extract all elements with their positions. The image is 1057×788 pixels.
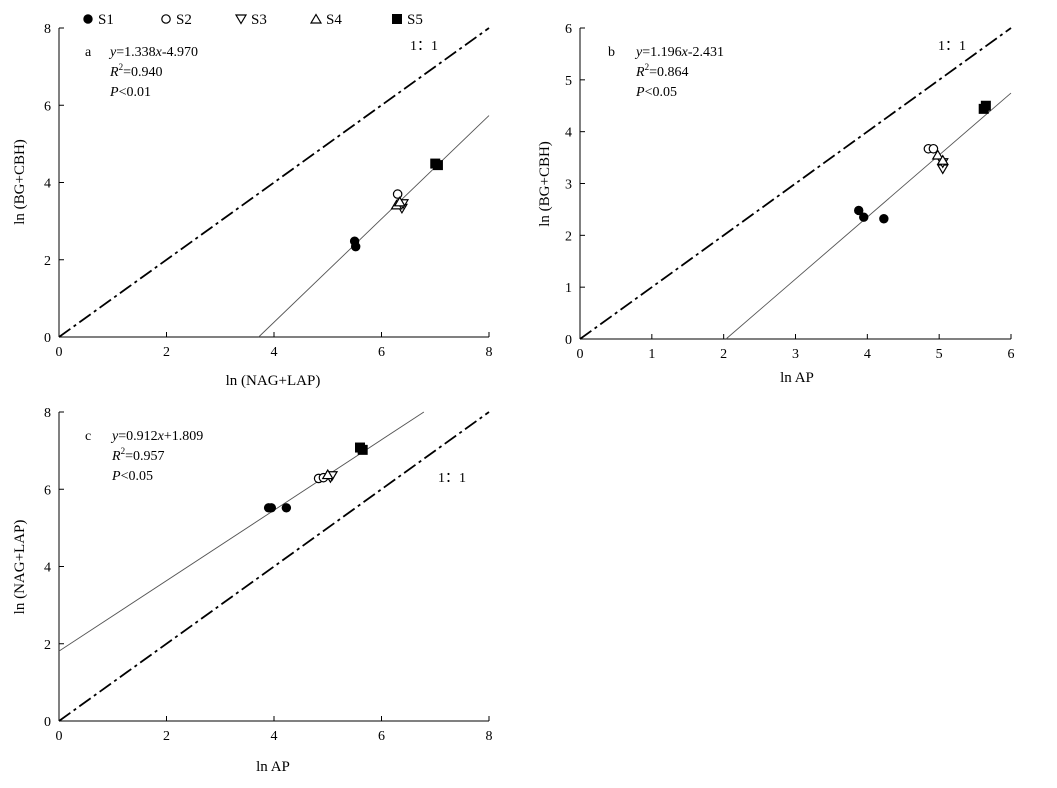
panel-c-y-tick-label: 2	[44, 638, 51, 653]
panel-a-y-tick-label: 2	[44, 254, 51, 269]
panel-b-point-s5	[980, 100, 991, 111]
panel-c-point-s1	[266, 503, 277, 513]
panel-a-y-tick-label: 6	[44, 99, 51, 114]
panel-b-y-tick-label: 2	[565, 229, 572, 244]
panel-b-point-s2	[928, 143, 939, 154]
panel-c-y-tick-label: 4	[44, 561, 51, 576]
panel-b-y-tick-label: 5	[565, 74, 572, 89]
panel-c-x-tick-label: 8	[486, 729, 493, 744]
panel-b-x-tick-label: 3	[792, 347, 799, 362]
legend-label-s5: S5	[407, 12, 423, 28]
legend-label-s3: S3	[251, 12, 267, 28]
legend-marker-s2	[161, 14, 171, 24]
panel-b-r-squared: R2=0.864	[635, 62, 688, 80]
panel-a-one-to-one-line	[58, 27, 490, 338]
chart-panel-c: c y=0.912x+1.809 R2=0.957 P<0.05 1：1 ln …	[12, 406, 493, 775]
panel-b-x-tick-label: 0	[577, 347, 584, 362]
legend-label-s2: S2	[176, 12, 192, 28]
panel-b-one-to-one-line	[579, 27, 1012, 340]
panel-b-p-value: P<0.05	[635, 85, 677, 100]
chart-panel-b: b y=1.196x-2.431 R2=0.864 P<0.05 1：1 ln …	[537, 22, 1015, 386]
panel-c-y-tick-label: 0	[44, 715, 51, 730]
panel-c-point-s1	[281, 503, 292, 513]
panel-c-y-tick-label: 6	[44, 483, 51, 498]
panel-a-y-tick-label: 4	[44, 177, 51, 192]
panel-c-x-tick-label: 4	[271, 729, 278, 744]
legend-marker-s5	[392, 14, 402, 24]
panel-a-y-tick-label: 8	[44, 22, 51, 37]
legend-marker-s4	[309, 13, 323, 24]
panel-c-y-tick-label: 8	[44, 406, 51, 421]
panel-a-letter: a	[85, 45, 92, 60]
panel-b-y-tick-label: 4	[565, 126, 572, 141]
panel-a-point-s4	[393, 196, 406, 207]
panel-a-x-axis-title: ln (NAG+LAP)	[226, 373, 321, 389]
panel-c-point-s5	[357, 444, 368, 455]
panel-b-x-tick-label: 4	[864, 347, 871, 362]
panel-a-point-s5	[432, 160, 443, 171]
panel-a-p-value: P<0.01	[109, 85, 151, 100]
panel-b-point-s1	[859, 212, 869, 222]
panel-c-x-tick-label: 0	[56, 729, 63, 744]
panel-b-x-tick-label: 6	[1008, 347, 1015, 362]
panel-a-r-squared: R2=0.940	[109, 62, 162, 80]
panel-c-r-squared: R2=0.957	[111, 446, 164, 464]
panel-b-y-tick-label: 0	[565, 333, 572, 348]
legend: S1 S2 S3 S4 S5	[83, 12, 423, 28]
panel-b-equation: y=1.196x-2.431	[634, 45, 724, 60]
panel-b-letter: b	[608, 45, 615, 60]
panel-b-point-s4	[931, 149, 944, 160]
panel-c-x-tick-label: 2	[163, 729, 170, 744]
panel-c-p-value: P<0.05	[111, 469, 153, 484]
panel-b-regression-line	[725, 92, 1012, 340]
panel-a-y-axis-title: ln (BG+CBH)	[12, 139, 28, 225]
panel-a-point-s1	[351, 241, 361, 252]
panel-b-y-tick-label: 3	[565, 178, 572, 193]
panel-b-y-tick-label: 1	[565, 281, 572, 296]
panel-c-letter: c	[85, 429, 91, 444]
panel-b-x-tick-label: 5	[936, 347, 943, 362]
panel-c-regression-line	[58, 411, 425, 652]
panel-a-point-s2	[392, 189, 403, 199]
panel-a-equation: y=1.338x-4.970	[108, 45, 198, 60]
panel-b-x-tick-label: 2	[720, 347, 727, 362]
panel-b-point-s1	[854, 205, 864, 216]
panel-a-one-to-one-label: 1：1	[410, 39, 438, 54]
chart-panel-a: a y=1.338x-4.970 R2=0.940 P<0.01 1：1 ln …	[12, 22, 493, 389]
panel-c-x-tick-label: 6	[378, 729, 385, 744]
panel-a-x-tick-label: 0	[56, 345, 63, 360]
panel-b-x-tick-label: 1	[648, 347, 655, 362]
panel-c-point-s4	[321, 468, 334, 480]
legend-marker-s3	[234, 14, 248, 25]
panel-b-y-tick-label: 6	[565, 22, 572, 37]
panel-a-x-tick-label: 6	[378, 345, 385, 360]
panel-b-one-to-one-label: 1：1	[938, 39, 966, 54]
panel-c-y-axis-title: ln (NAG+LAP)	[12, 520, 28, 615]
panel-a-x-tick-label: 4	[271, 345, 278, 360]
panel-a-x-tick-label: 2	[163, 345, 170, 360]
panel-a-regression-line	[258, 115, 490, 338]
panel-c-equation: y=0.912x+1.809	[110, 429, 203, 444]
legend-label-s4: S4	[326, 12, 342, 28]
panel-c-one-to-one-line	[58, 411, 490, 722]
legend-label-s1: S1	[98, 12, 114, 28]
panel-b-y-axis-title: ln (BG+CBH)	[537, 141, 553, 227]
panel-c-one-to-one-label: 1：1	[438, 471, 466, 486]
panel-b-x-axis-title: ln AP	[780, 370, 814, 386]
panel-a-x-tick-label: 8	[486, 345, 493, 360]
panel-b-point-s4	[936, 154, 949, 165]
legend-marker-s1	[83, 14, 93, 24]
panel-c-x-axis-title: ln AP	[256, 759, 290, 775]
panel-b-point-s1	[879, 214, 889, 224]
panel-a-y-tick-label: 0	[44, 331, 51, 346]
